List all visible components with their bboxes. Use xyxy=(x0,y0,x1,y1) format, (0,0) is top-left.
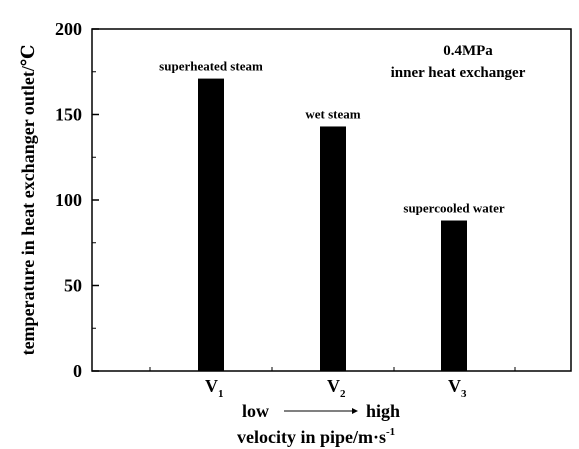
x-tick-label-sub: 1 xyxy=(218,388,224,400)
x-tick-label-main: V xyxy=(327,376,340,396)
bar-data-label: supercooled water xyxy=(403,201,504,216)
x-tick-label-sub: 3 xyxy=(461,388,467,400)
y-axis-title: temperature in heat exchanger outlet/℃ xyxy=(18,45,38,356)
x-tick-label-sub: 2 xyxy=(340,388,346,400)
y-tick-label: 0 xyxy=(73,361,82,381)
x-low-label: low xyxy=(242,401,269,421)
annotation-pressure: 0.4MPa xyxy=(443,43,493,59)
y-tick-label: 150 xyxy=(55,105,82,125)
x-tick-label-main: V xyxy=(448,376,461,396)
bars xyxy=(198,78,467,371)
x-tick-label: V3 xyxy=(448,376,467,400)
x-high-label: high xyxy=(366,401,400,421)
x-direction-arrowhead xyxy=(352,408,358,414)
x-tick-label-main: V xyxy=(205,376,218,396)
y-tick-label: 100 xyxy=(55,190,82,210)
bar xyxy=(198,78,224,371)
y-tick-label: 200 xyxy=(55,19,82,39)
bar xyxy=(320,126,346,371)
x-axis-title-main: velocity in pipe/m·s xyxy=(237,427,386,447)
x-tick-label: V1 xyxy=(205,376,224,400)
bar-data-label: superheated steam xyxy=(159,59,263,74)
bar-data-label: wet steam xyxy=(305,106,360,121)
x-axis-title-sup: -1 xyxy=(386,426,395,438)
bar xyxy=(441,220,467,371)
x-tick-label: V2 xyxy=(327,376,346,400)
annotation-exchanger: inner heat exchanger xyxy=(391,65,526,81)
y-tick-label: 50 xyxy=(64,276,82,296)
x-axis-title: velocity in pipe/m·s-1 xyxy=(237,426,395,447)
